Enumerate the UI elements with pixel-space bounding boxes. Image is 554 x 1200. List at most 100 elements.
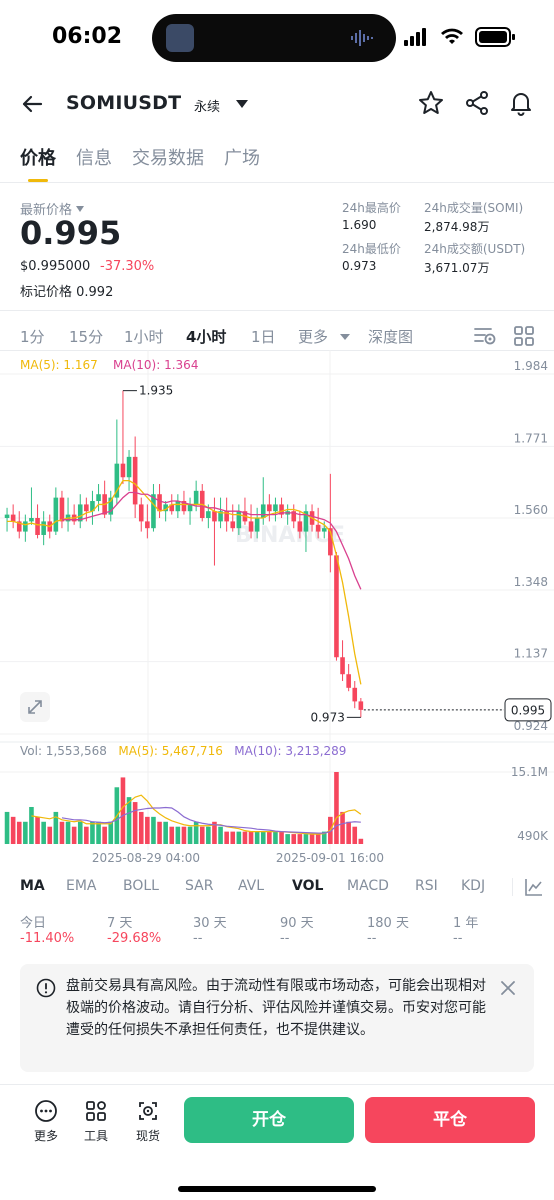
candle-body — [114, 463, 120, 498]
time-tick-label: 2025-08-29 04:00 — [92, 851, 200, 865]
share-icon[interactable] — [464, 90, 490, 116]
candle-body — [10, 514, 16, 522]
notification-bell-icon[interactable] — [508, 90, 534, 116]
candle-body — [206, 511, 211, 518]
candle-body — [77, 504, 83, 522]
candle-body — [41, 521, 46, 535]
candle-body — [340, 657, 345, 675]
candle-body — [169, 504, 175, 512]
volume-bar — [120, 777, 126, 844]
expand-chart-icon[interactable] — [20, 692, 50, 722]
interval-1m[interactable]: 1分 — [20, 328, 45, 346]
candle-body — [303, 511, 309, 532]
contract-type[interactable]: 永续 — [194, 100, 221, 115]
bottom-action-bar: 更多 工具 现货 开仓 平仓 — [0, 1084, 554, 1200]
tab-square[interactable]: 广场 — [224, 148, 260, 169]
volume-bar — [267, 831, 272, 844]
volume-bar — [4, 811, 10, 844]
tab-price[interactable]: 价格 — [20, 144, 56, 182]
usd-price: $0.995000 — [20, 259, 91, 274]
depth-chart-tab[interactable]: 深度图 — [368, 328, 414, 346]
candle-body — [297, 521, 303, 532]
indicator-settings-icon[interactable] — [524, 877, 544, 897]
volume-bar — [212, 821, 217, 844]
candle-body — [260, 504, 266, 518]
pair-dropdown-caret-icon[interactable] — [236, 100, 248, 109]
indicator-macd[interactable]: MACD — [347, 878, 389, 894]
indicator-ma[interactable]: MA — [20, 878, 45, 894]
volume-bar — [242, 831, 248, 844]
candle-body — [23, 521, 28, 532]
candle-body — [59, 497, 65, 522]
indicator-bar: MA EMA BOLL SAR AVL VOL MACD RSI KDJ — [0, 876, 554, 898]
perf-90d-value: -- — [280, 931, 290, 946]
interval-1d[interactable]: 1日 — [251, 328, 276, 346]
candle-body — [181, 501, 187, 512]
indicator-sar[interactable]: SAR — [185, 878, 214, 894]
candle-body — [254, 518, 260, 532]
interval-15m[interactable]: 15分 — [69, 328, 104, 346]
low-24h-label: 24h最低价 — [342, 242, 401, 256]
candle-body — [4, 514, 10, 518]
price-tick-label: 1.984 — [514, 359, 548, 373]
interval-more[interactable]: 更多 — [298, 328, 329, 346]
indicator-rsi[interactable]: RSI — [415, 878, 438, 894]
candle-body — [230, 521, 236, 529]
favorite-star-icon[interactable] — [418, 90, 444, 116]
perf-180d-label: 180 天 — [367, 916, 409, 931]
indicator-ema[interactable]: EMA — [66, 878, 97, 894]
interval-4h[interactable]: 4小时 — [186, 328, 227, 346]
candle-body — [175, 501, 181, 512]
ma10-line — [61, 491, 362, 590]
candle-body — [291, 511, 297, 522]
pair-title[interactable]: SOMIUSDT — [66, 92, 182, 114]
interval-bar: 1分 15分 1小时 4小时 1日 更多 深度图 — [0, 322, 554, 350]
ma5-line — [7, 479, 362, 685]
low-24h-value: 0.973 — [342, 259, 377, 273]
indicator-boll[interactable]: BOLL — [123, 878, 159, 894]
close-icon[interactable] — [500, 980, 516, 996]
tab-info[interactable]: 信息 — [76, 148, 112, 169]
layout-grid-icon[interactable] — [514, 326, 534, 346]
interval-1h[interactable]: 1小时 — [124, 328, 164, 346]
home-indicator — [178, 1186, 376, 1192]
indicator-avl[interactable]: AVL — [238, 878, 265, 894]
tab-trading-data[interactable]: 交易数据 — [132, 148, 204, 169]
spot-button[interactable]: 现货 — [128, 1099, 168, 1144]
indicator-vol[interactable]: VOL — [292, 878, 324, 894]
more-button[interactable]: 更多 — [26, 1099, 66, 1144]
candle-body — [315, 524, 321, 532]
volume-value: Vol: 1,553,568 — [20, 744, 107, 758]
price-divider — [0, 310, 554, 311]
audio-wave-icon — [351, 30, 373, 46]
chart-settings-icon[interactable] — [474, 326, 496, 346]
close-position-button[interactable]: 平仓 — [365, 1097, 535, 1143]
candle-body — [145, 521, 150, 529]
status-icons — [404, 27, 515, 47]
current-price-tag-label: 0.995 — [511, 703, 545, 717]
volume-bar — [199, 826, 205, 844]
volume-bar — [236, 831, 242, 844]
back-arrow-icon[interactable] — [20, 92, 44, 116]
candle-body — [273, 504, 278, 512]
volume-bar — [273, 831, 278, 844]
volume-bar — [35, 816, 40, 844]
mark-price: 标记价格 0.992 — [20, 285, 114, 300]
last-price-label[interactable]: 最新价格 — [20, 199, 85, 218]
tools-button[interactable]: 工具 — [76, 1099, 116, 1144]
volume-bar — [340, 811, 345, 844]
indicator-kdj[interactable]: KDJ — [461, 878, 486, 894]
volume-bar — [297, 834, 303, 844]
candle-body — [279, 504, 284, 515]
more-caret-icon[interactable] — [340, 334, 350, 340]
open-position-button[interactable]: 开仓 — [184, 1097, 354, 1143]
volume-bar — [248, 831, 254, 844]
indicator-separator — [512, 878, 513, 896]
candlestick-chart[interactable]: 1.9841.7711.5601.3481.1370.924BINANCE1.9… — [0, 350, 554, 870]
volume-legend: Vol: 1,553,568 MA(5): 5,467,716 MA(10): … — [20, 744, 346, 758]
candle-body — [187, 504, 193, 512]
volume-bar — [334, 772, 339, 844]
wifi-icon — [441, 28, 463, 44]
volume-bar — [77, 821, 83, 844]
price-tick-label: 1.348 — [514, 575, 548, 589]
